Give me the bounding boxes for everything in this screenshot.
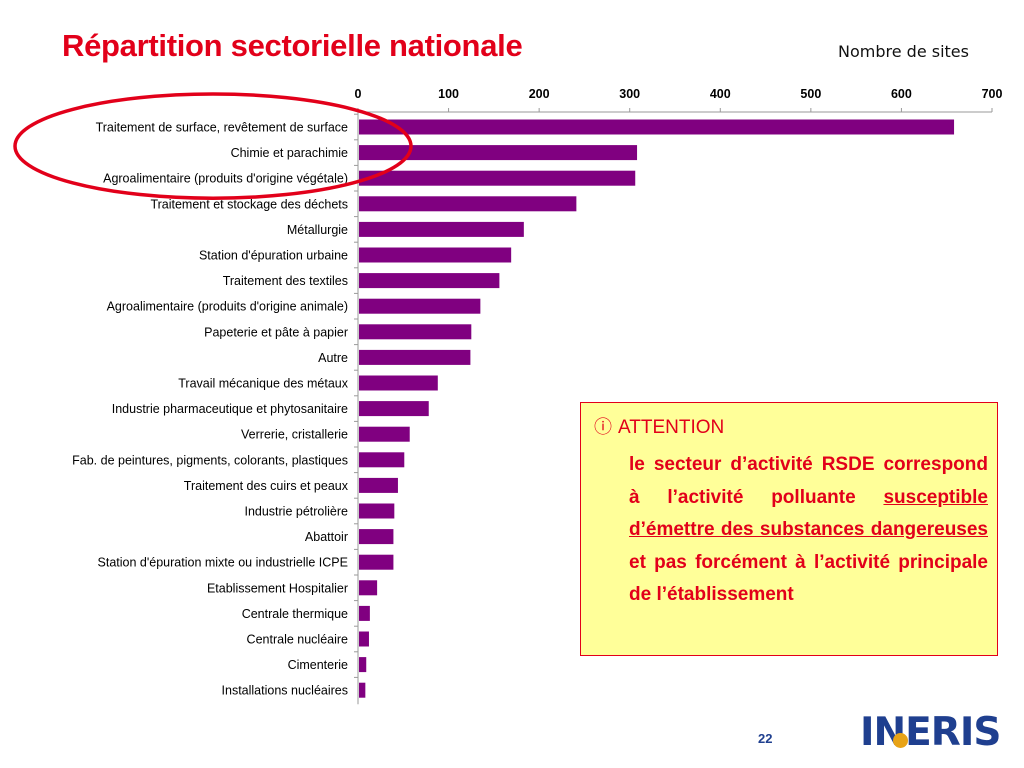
x-tick-label: 400 [710,87,731,101]
category-label: Installations nucléaires [222,684,348,698]
category-label: Station d'épuration urbaine [199,249,348,263]
callout-text-underlined: susceptible d’émettre des substances dan… [629,486,988,541]
x-tick-label: 500 [800,87,821,101]
x-tick-label: 600 [891,87,912,101]
category-label: Verrerie, cristallerie [241,428,348,442]
bar [359,580,378,596]
category-label: Traitement de surface, revêtement de sur… [96,121,348,135]
callout-heading: ⓘ ATTENTION [594,413,724,439]
category-label: Abattoir [305,530,348,544]
bar [359,298,481,314]
highlight-ellipse [13,92,413,200]
category-label: Papeterie et pâte à papier [204,325,348,339]
logo-dot [893,733,908,748]
bar [359,503,395,519]
bar [359,170,636,186]
callout-text-after: et pas forcément à l’activité principale… [629,551,988,606]
category-label: Travail mécanique des métaux [178,377,349,391]
bar [359,273,500,289]
ineris-logo: INERIS [860,710,1001,755]
category-label: Industrie pharmaceutique et phytosanitai… [112,402,348,416]
category-label: Agroalimentaire (produits d'origine végé… [103,172,348,186]
bar [359,426,410,442]
category-label: Centrale nucléaire [247,633,348,647]
bar [359,682,366,698]
bar [359,401,429,417]
page-title: Répartition sectorielle nationale [62,28,523,63]
category-label: Métallurgie [287,223,348,237]
category-label: Autre [318,351,348,365]
bar [359,657,367,673]
x-tick-label: 100 [438,87,459,101]
category-label: Fab. de peintures, pigments, colorants, … [72,453,348,467]
x-tick-label: 300 [619,87,640,101]
category-label: Traitement et stockage des déchets [150,197,348,211]
bar [359,375,438,391]
category-label: Traitement des textiles [223,274,348,288]
page-number: 22 [758,731,773,746]
category-label: Industrie pétrolière [244,505,348,519]
bar [359,605,370,621]
bar [359,349,471,365]
bar [359,324,472,340]
bar [359,477,398,493]
bar [359,529,394,545]
callout-heading-text: ATTENTION [618,417,725,438]
category-label: Centrale thermique [242,607,348,621]
bar [359,247,512,263]
x-tick-label: 700 [982,87,1003,101]
category-label: Station d'épuration mixte ou industriell… [98,556,348,570]
bar [359,452,405,468]
info-circle-icon: ⓘ [594,417,612,437]
bar [359,196,577,212]
callout-text-before: le secteur d’activité RSDE correspond à … [629,454,988,508]
category-label: Cimenterie [288,658,348,672]
bar [359,221,524,237]
bar [359,631,369,647]
chart-x-axis-label: Nombre de sites [838,42,969,61]
callout-body: le secteur d’activité RSDE correspond à … [629,449,988,612]
category-label: Chimie et parachimie [231,146,348,160]
bar [359,119,955,135]
bar [359,145,638,161]
bar [359,554,394,570]
attention-callout: ⓘ ATTENTION le secteur d’activité RSDE co… [580,402,998,656]
x-tick-label: 200 [529,87,550,101]
x-tick-label: 0 [355,87,362,101]
category-label: Traitement des cuirs et peaux [184,479,349,493]
category-label: Etablissement Hospitalier [207,581,348,595]
category-label: Agroalimentaire (produits d'origine anim… [107,300,348,314]
